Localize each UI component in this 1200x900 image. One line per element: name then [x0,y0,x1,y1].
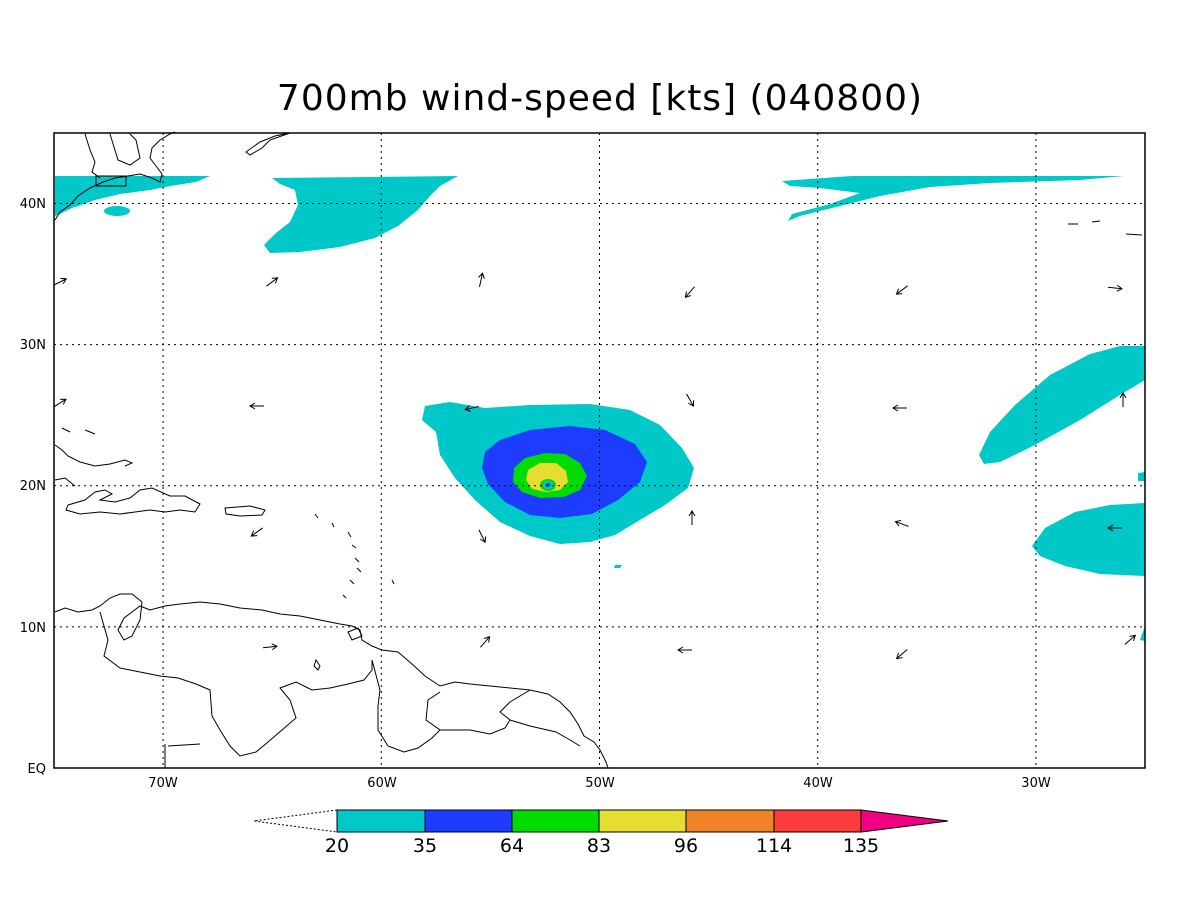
wind-arrow [677,646,692,654]
colorbar-label-64: 64 [500,835,524,857]
wind-arrow [895,285,908,295]
lon-label-40w: 40W [803,776,833,791]
colorbar-label-135: 135 [843,835,879,857]
wind-arrow [1107,284,1123,292]
coast-lesser-antilles [314,513,395,599]
coastlines [54,131,1143,769]
map-grid [54,133,1145,768]
wind-region-20-east-small [1138,472,1145,481]
wind-arrow [895,649,908,660]
wind-arrow [684,286,695,299]
wind-arrow [464,405,479,412]
wind-region-20-east-upper [979,346,1145,464]
coast-south-america-borders [99,611,581,768]
wind-arrow [53,277,68,286]
wind-arrow [53,398,67,408]
colorbar-low-triangle [253,809,338,833]
storm-eye [545,483,551,487]
colorbar-label-20: 20 [325,835,349,857]
colorbar-label-83: 83 [587,835,611,857]
coast-north-america [54,131,176,221]
lat-label-eq: EQ [28,762,46,777]
lon-label-60w: 60W [367,776,397,791]
colorbar-segment-114-135 [773,809,862,833]
wind-arrow [1124,634,1137,645]
wind-region-20-nw-blob [104,206,130,216]
wind-arrow [688,510,696,525]
coast-trinidad [313,627,363,671]
map-title: 700mb wind-speed [kts] (040800) [276,78,924,119]
colorbar-high-triangle [860,809,949,833]
wind-region-20-fleck [614,565,622,568]
wind-region-20-east-lower [1032,503,1145,576]
wind-arrow [892,404,907,412]
lon-label-30w: 30W [1021,776,1051,791]
colorbar-label-114: 114 [756,835,792,857]
lon-label-50w: 50W [585,776,615,791]
axis-labels: 70W 60W 50W 40W 30W 40N 30N 20N 10N EQ [20,197,1051,791]
wind-region-20-east-edge [1140,626,1145,641]
wind-arrow [266,277,279,287]
lat-label-40n: 40N [20,197,46,212]
wind-arrow [262,643,278,651]
wind-region-20-ne-streak [782,176,1124,221]
wind-arrow [894,519,909,527]
wind-arrow [250,527,263,537]
colorbar-label-96: 96 [674,835,698,857]
wind-vectors [53,272,1137,660]
coast-hispaniola [65,487,201,515]
coast-south-america [54,593,609,769]
coast-azores [1068,220,1143,236]
wind-arrow [478,272,485,287]
wind-arrow [249,402,264,410]
coast-puerto-rico [224,505,266,517]
wind-region-83-storm [526,463,568,492]
lat-label-10n: 10N [20,621,46,636]
colorbar-segment-64-83 [511,809,600,833]
map-frame [53,132,1146,769]
lon-label-70w: 70W [148,776,178,791]
lat-label-30n: 30N [20,338,46,353]
wind-arrow [686,393,695,407]
colorbar: 20 35 64 83 96 114 135 [253,809,949,857]
colorbar-segment-96-114 [685,809,775,833]
lat-label-20n: 20N [20,479,46,494]
colorbar-segment-35-64 [424,809,513,833]
wind-region-20-north-central [264,176,458,253]
wind-arrow [480,635,491,648]
colorbar-label-35: 35 [413,835,437,857]
wind-arrow [1119,392,1127,407]
coast-north-america-inland [84,133,141,187]
wind-arrow [478,529,487,544]
wind-arrow [1107,524,1122,532]
coast-nova-scotia [245,132,291,156]
colorbar-segment-83-96 [598,809,687,833]
coast-cuba [54,427,134,487]
colorbar-segment-20-35 [336,809,426,833]
wind-shading [55,176,1145,641]
